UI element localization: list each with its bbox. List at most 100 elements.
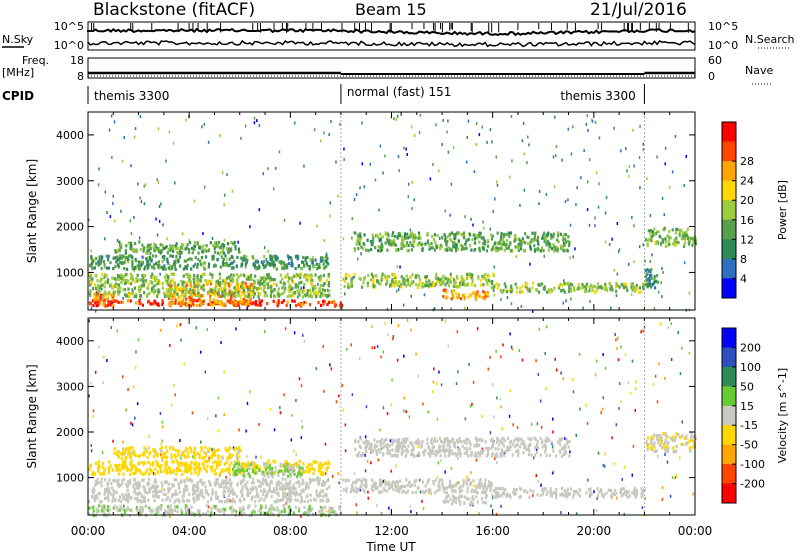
echo-speckle xyxy=(555,154,557,157)
echo-cell xyxy=(118,301,120,304)
echo-speckle xyxy=(410,229,412,232)
echo-cell xyxy=(367,274,369,277)
echo-cell xyxy=(193,274,195,277)
echo-cell xyxy=(248,276,250,279)
echo-cell xyxy=(215,264,217,267)
echo-cell xyxy=(118,284,120,287)
echo-cell xyxy=(653,227,655,230)
echo-speckle xyxy=(140,115,142,118)
echo-cell xyxy=(493,286,495,289)
echo-cell xyxy=(206,465,208,468)
echo-speckle xyxy=(596,360,598,363)
echo-speckle xyxy=(497,184,499,187)
echo-speckle xyxy=(491,140,493,143)
echo-speckle xyxy=(491,493,493,496)
echo-cell xyxy=(110,283,112,286)
echo-cell xyxy=(298,470,300,473)
echo-cell xyxy=(166,472,168,475)
echo-cell xyxy=(174,500,176,503)
echo-speckle xyxy=(103,356,105,359)
echo-speckle xyxy=(682,420,684,423)
echo-cell xyxy=(126,485,128,488)
echo-cell xyxy=(318,290,320,293)
echo-cell xyxy=(293,473,295,476)
echo-cell xyxy=(470,249,472,252)
echo-cell xyxy=(692,241,694,244)
echo-cell xyxy=(170,509,172,512)
echo-cell xyxy=(237,291,239,294)
echo-cell xyxy=(462,294,464,297)
echo-speckle xyxy=(382,172,384,175)
echo-cell xyxy=(196,242,198,245)
echo-cell xyxy=(275,466,277,469)
echo-speckle xyxy=(339,123,341,126)
echo-cell xyxy=(146,286,148,289)
echo-speckle xyxy=(614,269,616,272)
echo-cell xyxy=(395,249,397,252)
echo-speckle xyxy=(667,461,669,464)
echo-cell xyxy=(194,447,196,450)
echo-cell xyxy=(474,295,476,298)
echo-cell xyxy=(582,286,584,289)
echo-speckle xyxy=(182,232,184,235)
echo-speckle xyxy=(352,393,354,396)
echo-cell xyxy=(549,290,551,293)
echo-cell xyxy=(148,472,150,475)
echo-cell xyxy=(449,234,451,237)
echo-speckle xyxy=(568,128,570,131)
echo-cell xyxy=(244,258,246,261)
echo-cell xyxy=(471,280,473,283)
echo-speckle xyxy=(166,237,168,240)
echo-cell xyxy=(197,289,199,292)
echo-cell xyxy=(97,481,99,484)
echo-cell xyxy=(107,304,109,307)
echo-cell xyxy=(649,232,651,235)
echo-cell xyxy=(226,461,228,464)
echo-cell xyxy=(457,247,459,250)
echo-speckle xyxy=(391,403,393,406)
echo-speckle xyxy=(531,423,533,426)
echo-cell xyxy=(296,461,298,464)
echo-cell xyxy=(464,296,466,299)
echo-cell xyxy=(133,478,135,481)
echo-speckle xyxy=(573,390,575,393)
echo-speckle xyxy=(660,323,662,326)
echo-speckle xyxy=(399,266,401,269)
echo-cell xyxy=(131,292,133,295)
echo-speckle xyxy=(603,396,605,399)
echo-cell xyxy=(654,232,656,235)
echo-speckle xyxy=(133,216,135,219)
echo-speckle xyxy=(642,506,644,509)
echo-cell xyxy=(145,505,147,508)
echo-cell xyxy=(289,487,291,490)
echo-cell xyxy=(97,260,99,263)
echo-cell xyxy=(230,283,232,286)
echo-speckle xyxy=(195,263,197,266)
echo-cell xyxy=(309,507,311,510)
echo-cell xyxy=(305,257,307,260)
echo-cell xyxy=(449,238,451,241)
echo-cell xyxy=(306,262,308,265)
echo-speckle xyxy=(159,205,161,208)
echo-cell xyxy=(280,274,282,277)
echo-cell xyxy=(214,251,216,254)
echo-cell xyxy=(193,281,195,284)
echo-cell xyxy=(208,265,210,268)
echo-cell xyxy=(280,469,282,472)
echo-cell xyxy=(650,239,652,242)
echo-speckle xyxy=(302,426,304,429)
echo-cell xyxy=(524,241,526,244)
echo-cell xyxy=(162,499,164,502)
echo-cell xyxy=(181,462,183,465)
echo-cell xyxy=(104,273,106,276)
echo-cell xyxy=(262,478,264,481)
echo-cell xyxy=(307,274,309,277)
echo-cell xyxy=(106,293,108,296)
echo-speckle xyxy=(114,219,116,222)
echo-cell xyxy=(287,295,289,298)
echo-speckle xyxy=(596,171,598,174)
echo-cell xyxy=(313,498,315,501)
echo-cell xyxy=(372,239,374,242)
echo-cell xyxy=(482,290,484,293)
echo-cell xyxy=(88,468,90,471)
